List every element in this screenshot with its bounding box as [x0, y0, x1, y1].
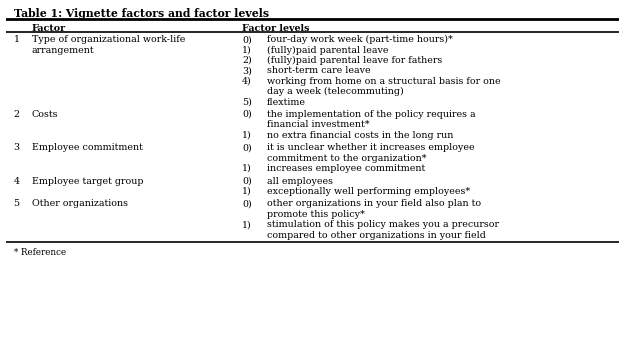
Text: 5: 5 [14, 199, 20, 208]
Text: 4: 4 [14, 177, 19, 186]
Text: stimulation of this policy makes you a precursor: stimulation of this policy makes you a p… [267, 220, 499, 229]
Text: commitment to the organization*: commitment to the organization* [267, 154, 426, 163]
Text: Type of organizational work-life
arrangement: Type of organizational work-life arrange… [32, 35, 186, 55]
Text: the implementation of the policy requires a: the implementation of the policy require… [267, 110, 475, 119]
Text: (fully)paid parental leave: (fully)paid parental leave [267, 46, 388, 55]
Text: * Reference: * Reference [14, 248, 66, 257]
Text: exceptionally well performing employees*: exceptionally well performing employees* [267, 187, 470, 196]
Text: 1): 1) [242, 187, 252, 196]
Text: Factor levels: Factor levels [242, 24, 309, 33]
Text: day a week (telecommuting): day a week (telecommuting) [267, 87, 403, 96]
Text: 4): 4) [242, 77, 252, 86]
Text: 3: 3 [14, 143, 20, 152]
Text: four-day work week (part-time hours)*: four-day work week (part-time hours)* [267, 35, 452, 45]
Text: 1): 1) [242, 46, 252, 55]
Text: 5): 5) [242, 98, 252, 107]
Text: 2: 2 [14, 110, 19, 119]
Text: 0): 0) [242, 199, 252, 208]
Text: it is unclear whether it increases employee: it is unclear whether it increases emplo… [267, 143, 474, 152]
Text: 0): 0) [242, 143, 252, 152]
Text: Costs: Costs [32, 110, 59, 119]
Text: 1): 1) [242, 164, 252, 173]
Text: 1): 1) [242, 220, 252, 229]
Text: working from home on a structural basis for one: working from home on a structural basis … [267, 77, 500, 86]
Text: 0): 0) [242, 177, 252, 186]
Text: Factor: Factor [32, 24, 66, 33]
Text: 3): 3) [242, 66, 252, 75]
Text: 1: 1 [14, 35, 19, 44]
Text: Table 1: Vignette factors and factor levels: Table 1: Vignette factors and factor lev… [14, 8, 269, 19]
Text: 0): 0) [242, 35, 252, 44]
Text: 0): 0) [242, 110, 252, 119]
Text: Other organizations: Other organizations [32, 199, 128, 208]
Text: promote this policy*: promote this policy* [267, 210, 364, 219]
Text: 2): 2) [242, 56, 252, 65]
Text: 1): 1) [242, 131, 252, 140]
Text: short-term care leave: short-term care leave [267, 66, 370, 75]
Text: all employees: all employees [267, 177, 332, 186]
Text: no extra financial costs in the long run: no extra financial costs in the long run [267, 131, 453, 140]
Text: (fully)paid parental leave for fathers: (fully)paid parental leave for fathers [267, 56, 442, 65]
Text: compared to other organizations in your field: compared to other organizations in your … [267, 230, 486, 239]
Text: Employee target group: Employee target group [32, 177, 144, 186]
Text: other organizations in your field also plan to: other organizations in your field also p… [267, 199, 481, 208]
Text: financial investment*: financial investment* [267, 120, 369, 129]
Text: increases employee commitment: increases employee commitment [267, 164, 425, 173]
Text: Employee commitment: Employee commitment [32, 143, 143, 152]
Text: flextime: flextime [267, 98, 306, 107]
